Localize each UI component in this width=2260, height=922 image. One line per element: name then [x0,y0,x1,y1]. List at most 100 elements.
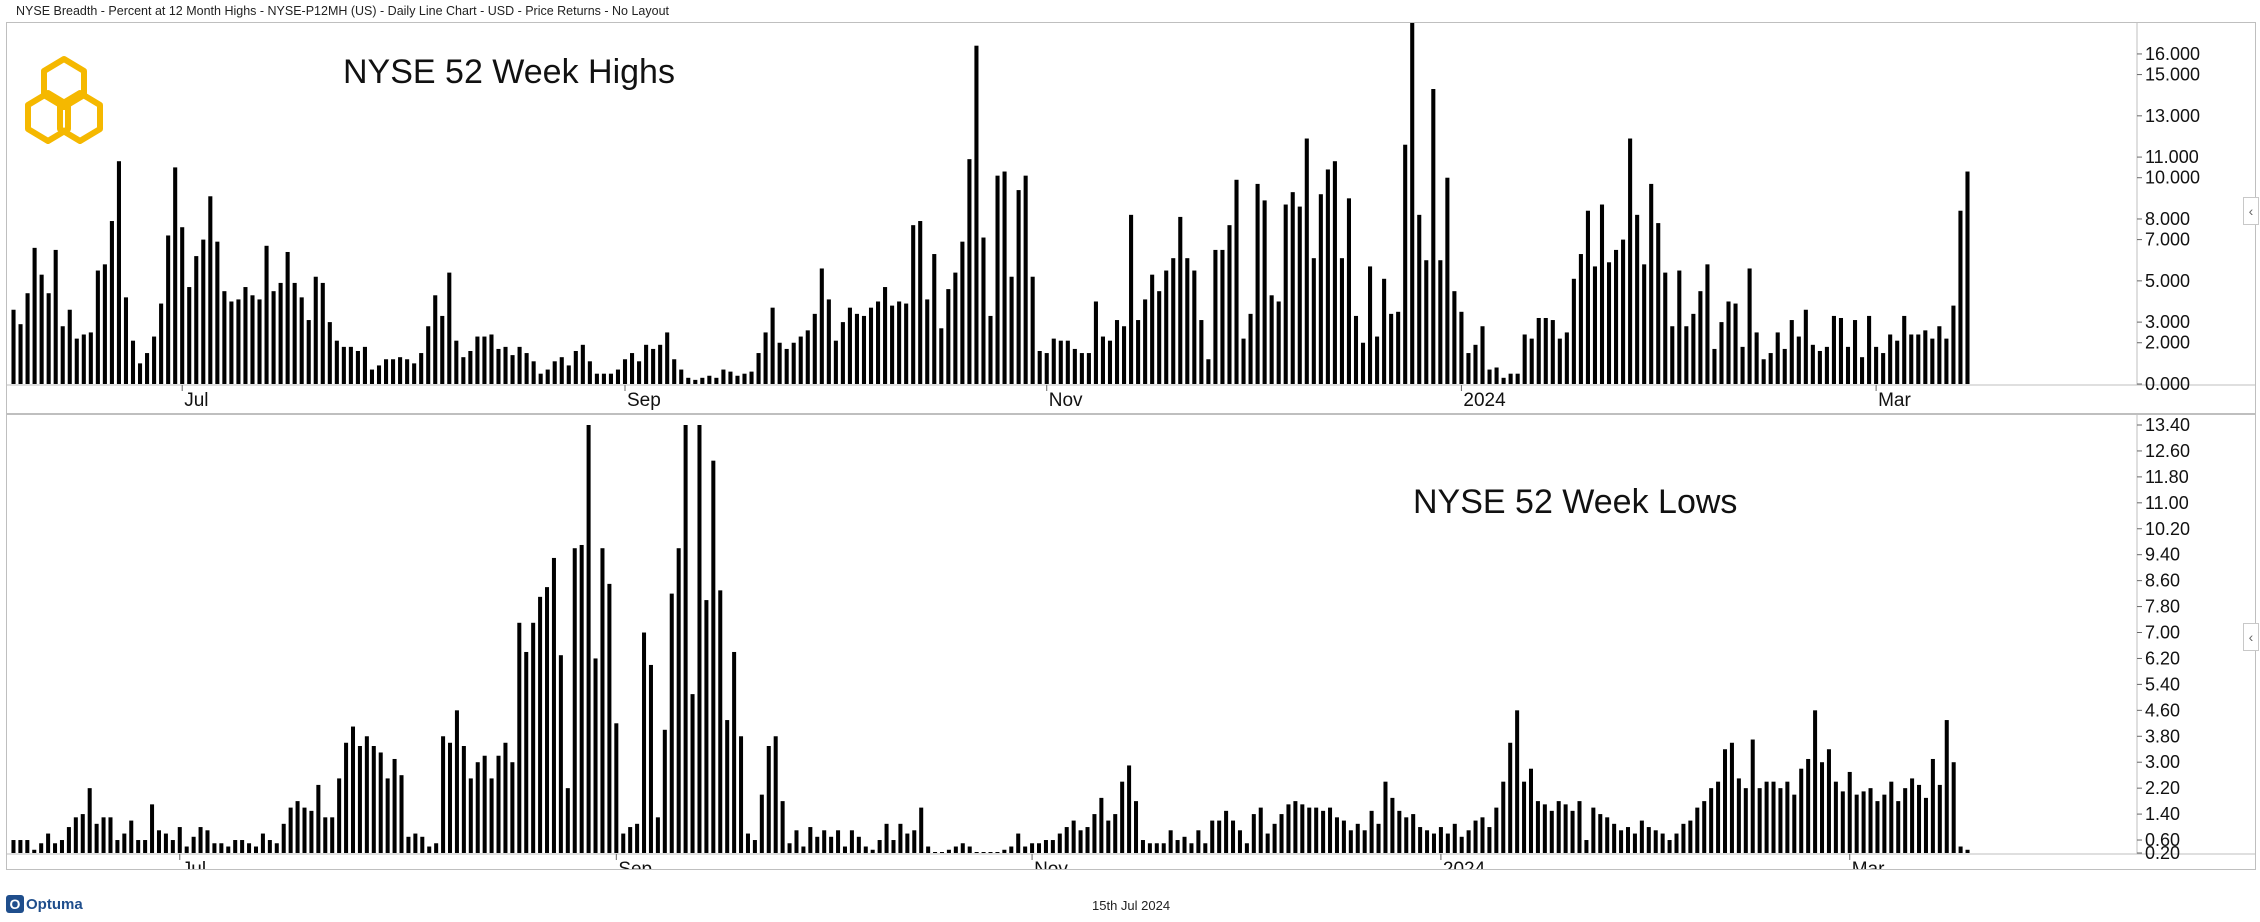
chart-bar [1107,340,1113,384]
y-tick-label: 6.20 [2145,648,2180,668]
chart-bar [208,196,213,384]
chart-bar [53,843,58,853]
hexagon-brand-logo-icon [25,56,103,144]
chart-bar [1154,843,1159,853]
chart-bar [378,752,383,853]
chart-bar [341,346,346,384]
chart-bar [1958,846,1963,853]
x-tick-label: Jul [182,859,206,869]
chart-bar [1466,830,1471,853]
chart-bar [1508,373,1513,384]
chart-bar [1234,179,1239,384]
chart-bar [1085,827,1090,853]
chart-bar [933,852,938,853]
chart-bar [904,303,909,384]
chart-bar [53,249,58,384]
collapse-arrow-icon[interactable]: ‹ [2243,623,2259,651]
chart-bar [742,373,747,384]
chart-bar [330,817,335,853]
chart-bar [1129,214,1134,384]
chart-bar [1425,830,1430,853]
chart-bar [1134,801,1139,853]
chart-bar [271,291,276,384]
chart-bar [1702,801,1707,853]
chart-bar [718,590,723,853]
highs-chart-title: NYSE 52 Week Highs [343,53,675,91]
chart-bar [1339,258,1344,384]
chart-bar [468,350,473,384]
chart-bar [1889,781,1894,853]
chart-bar [46,833,51,853]
chart-bar [1628,138,1633,384]
chart-bar [787,843,792,853]
chart-bar [191,836,196,853]
chart-bar [1522,334,1527,384]
chart-bar [385,778,390,853]
chart-bar [1290,192,1295,384]
chart-bar [454,340,459,384]
chart-bar [1550,320,1555,384]
optuma-logo-icon[interactable]: O Optuma [6,894,83,914]
y-tick-label: 1.40 [2145,804,2180,824]
chart-bar [1044,353,1049,384]
chart-bar [679,369,684,384]
chart-bar [25,293,30,384]
chart-bar [905,833,910,853]
collapse-arrow-icon[interactable]: ‹ [2243,197,2259,225]
chart-bar [1681,823,1686,853]
chart-bar [1635,214,1640,384]
chart-bar [87,788,92,853]
chart-bar [1535,801,1540,853]
y-tick-label: 4.60 [2145,700,2180,720]
chart-bar [1403,144,1408,384]
chart-bar [489,334,494,384]
chart-bar [1761,359,1766,384]
chart-bar [1473,820,1478,853]
chart-bar [808,827,813,853]
chart-bar [116,161,121,384]
chart-bar [1743,788,1748,853]
chart-bar [891,840,896,853]
chart-bar [309,810,314,853]
chart-bar [66,827,71,853]
chart-bar [995,852,1000,853]
chart-bar [1556,801,1561,853]
chart-bar [1549,810,1554,853]
chart-bar [1958,210,1963,384]
y-tick-label: 10.000 [2145,168,2200,188]
chart-bar [1515,373,1520,384]
chart-bar [1529,338,1534,384]
chart-bar [433,295,438,384]
chart-bar [243,287,248,384]
chart-bar [1792,794,1797,853]
chart-bar [1009,276,1014,384]
chart-bar [1431,89,1436,384]
chart-bar [1376,823,1381,853]
chart-bar [1577,801,1582,853]
chart-bar [327,322,332,384]
x-tick-label: Sep [627,390,661,411]
chart-bar [925,299,930,384]
chart-bar [1122,326,1127,384]
chart-bar [503,742,508,853]
chart-bar [1279,814,1284,853]
chart-bar [897,301,902,384]
chart-bar [1136,320,1141,384]
chart-bar [1831,315,1836,384]
y-tick-label: 7.000 [2145,230,2190,250]
lows-chart-panel[interactable]: NYSE 52 Week Lows JulSepNov2024MarMayJul… [6,414,2259,870]
chart-bar [1528,768,1533,853]
chart-bar [1775,332,1780,384]
chart-bar [1199,320,1204,384]
chart-bar [1251,814,1256,853]
chart-bar [1598,814,1603,853]
chart-bar [274,843,279,853]
chart-bar [1923,330,1928,384]
chart-bar [960,843,965,853]
optuma-logo-text: Optuma [26,895,83,913]
chart-bar [622,359,628,384]
chart-bar [1726,301,1731,384]
chart-bar [173,167,178,384]
highs-chart-panel[interactable]: NYSE 52 Week Highs JulSepNov2024MarMayJu… [6,22,2259,414]
chart-bar [552,361,557,384]
